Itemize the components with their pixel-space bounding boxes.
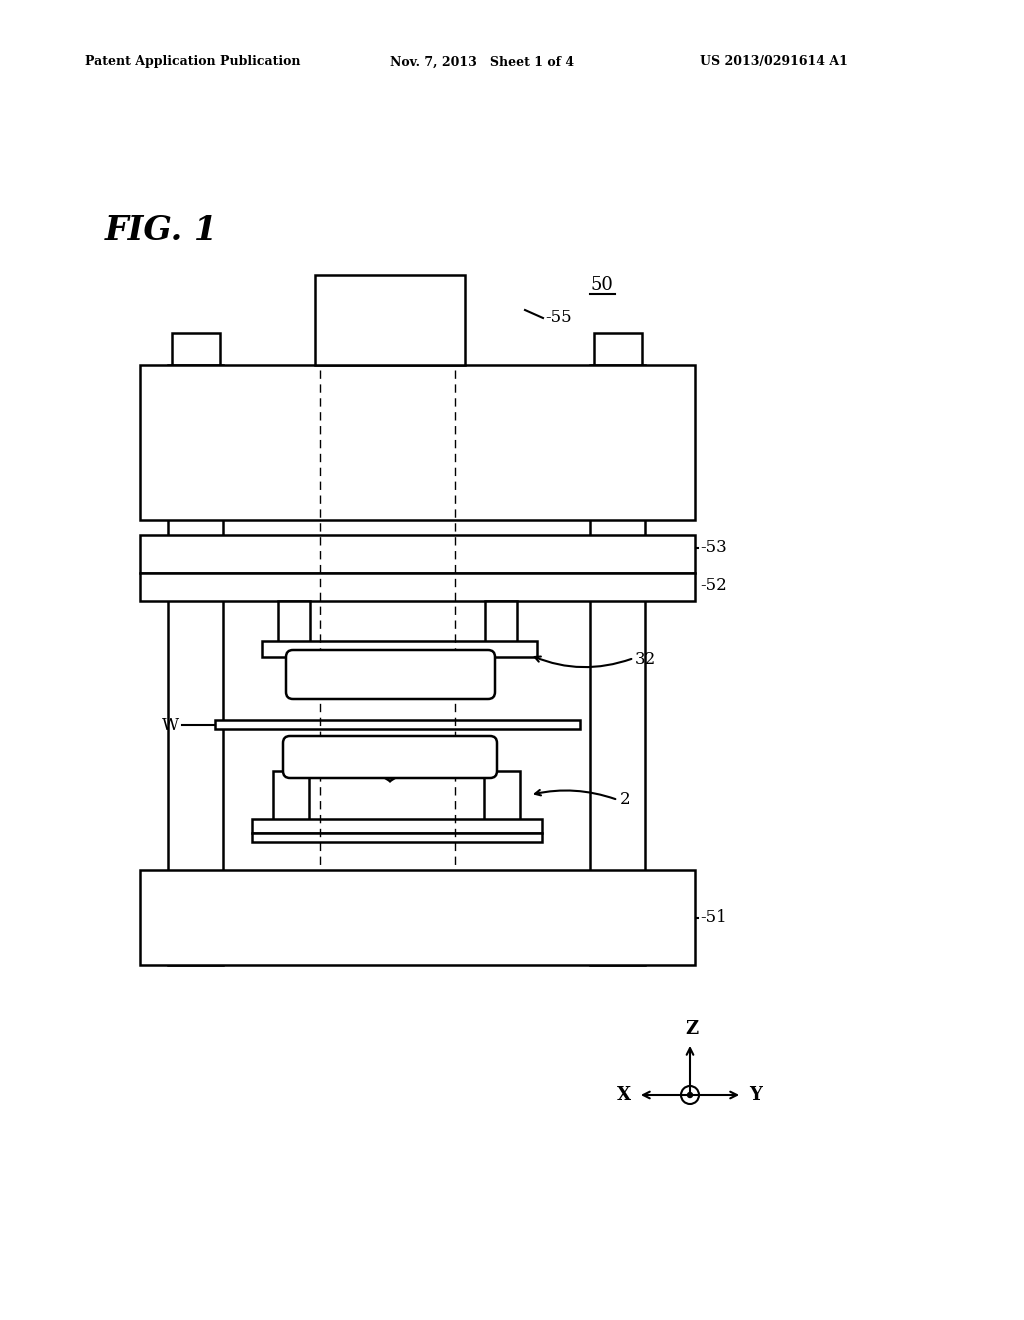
Text: Z: Z bbox=[685, 1020, 698, 1038]
Text: X: X bbox=[616, 1086, 631, 1104]
Bar bbox=[590, 366, 645, 965]
Bar bbox=[594, 333, 642, 366]
FancyBboxPatch shape bbox=[283, 737, 497, 777]
Bar bbox=[168, 366, 223, 965]
Text: -51: -51 bbox=[700, 909, 727, 927]
Text: 50: 50 bbox=[590, 276, 613, 294]
Bar bbox=[273, 771, 309, 821]
Bar bbox=[252, 818, 542, 833]
Text: Y: Y bbox=[750, 1086, 763, 1104]
Bar bbox=[172, 333, 220, 366]
Text: Nov. 7, 2013   Sheet 1 of 4: Nov. 7, 2013 Sheet 1 of 4 bbox=[390, 55, 574, 69]
Bar bbox=[140, 870, 695, 965]
Bar bbox=[485, 601, 517, 643]
Text: -52: -52 bbox=[700, 577, 727, 594]
Text: 32: 32 bbox=[635, 652, 656, 668]
Text: -53: -53 bbox=[700, 540, 727, 557]
Text: US 2013/0291614 A1: US 2013/0291614 A1 bbox=[700, 55, 848, 69]
Bar bbox=[278, 601, 310, 643]
Bar bbox=[215, 719, 580, 729]
Text: W: W bbox=[162, 717, 179, 734]
Bar bbox=[252, 833, 542, 842]
Bar bbox=[315, 275, 465, 366]
FancyBboxPatch shape bbox=[286, 649, 495, 700]
Bar bbox=[140, 535, 695, 573]
Text: -55: -55 bbox=[545, 309, 571, 326]
Text: FIG. 1: FIG. 1 bbox=[105, 214, 218, 247]
Circle shape bbox=[687, 1093, 692, 1097]
Bar bbox=[484, 771, 520, 821]
Text: Patent Application Publication: Patent Application Publication bbox=[85, 55, 300, 69]
Text: 2: 2 bbox=[620, 792, 631, 808]
Bar bbox=[262, 642, 537, 657]
Bar bbox=[140, 573, 695, 601]
Bar bbox=[140, 366, 695, 520]
